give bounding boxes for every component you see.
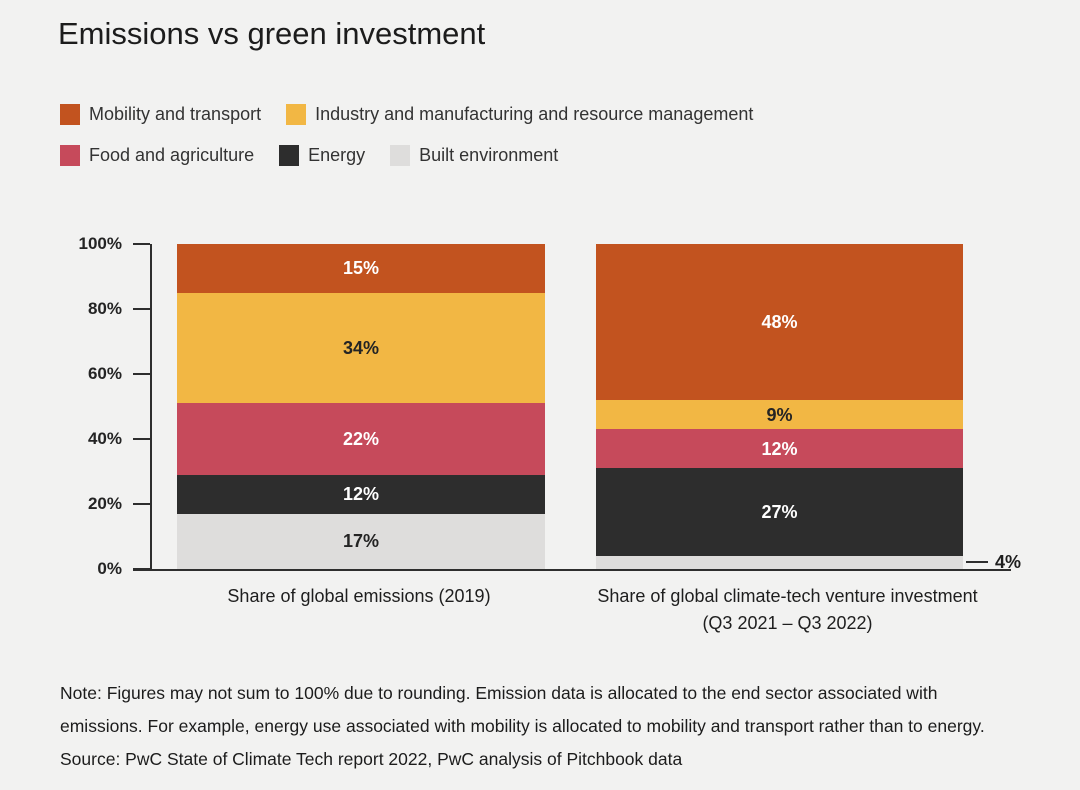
- legend-label-mobility-and-transport: Mobility and transport: [89, 104, 262, 124]
- footnote-line-2: emissions. For example, energy use assoc…: [60, 716, 985, 736]
- footnote: Note: Figures may not sum to 100% due to…: [60, 677, 1020, 776]
- legend-row-2: Food and agriculture Energy Built environm…: [60, 145, 1080, 166]
- legend-item-mobility-and-transport: Mobility and transport: [60, 104, 261, 125]
- segment-food-and-agriculture-bar-2: 12%: [596, 429, 963, 469]
- legend-item-energy: Energy: [279, 145, 365, 166]
- legend-label-built-environment: Built environment: [419, 145, 559, 165]
- legend-row-1: Mobility and transport Industry and manuf…: [60, 104, 1080, 125]
- segment-energy-bar-1: 12%: [177, 474, 545, 514]
- segment-value-industry-and-manufacturing-and-resource-management-bar-2: 9%: [766, 404, 793, 425]
- segment-value-industry-and-manufacturing-and-resource-management-bar-1: 34%: [342, 338, 380, 358]
- segment-value-built-environment-bar-1: 17%: [342, 531, 380, 552]
- callout-value-label: 4%: [995, 551, 1022, 572]
- page-title: Emissions vs green investment: [58, 16, 486, 51]
- segment-mobility-and-transport-bar-2: 48%: [596, 244, 963, 400]
- category-label-emissions: Share of global emissions (2019): [227, 586, 491, 606]
- stacked-bar-chart: 0% 20% 40% 60% 80% 100% 15% 34% 22% 12% 17% 48% 9% 1…: [60, 234, 1080, 578]
- y-tick-mark-20: [133, 503, 150, 505]
- legend-item-industry-and-manufacturing-and-resource-management: Industry and manufacturing and resource …: [286, 104, 753, 125]
- y-tick-mark-100: [133, 243, 150, 245]
- segment-mobility-and-transport-bar-1: 15%: [177, 244, 545, 293]
- legend-swatch-food-and-agriculture: [60, 145, 80, 166]
- y-tick-label-40: 40%: [87, 429, 122, 448]
- legend-label-energy: Energy: [308, 145, 366, 165]
- y-tick-mark-40: [133, 438, 150, 440]
- y-tick-label-60: 60%: [87, 364, 122, 383]
- x-axis-labels: Share of global emissions (2019) Share o…: [60, 583, 1080, 645]
- legend-swatch-industry-and-manufacturing-and-resource-management: [286, 104, 307, 125]
- plot-area: 15% 34% 22% 12% 17% 48% 9% 12% 27% 4%: [133, 243, 1021, 572]
- callout-leader-line: [966, 561, 988, 563]
- segment-built-environment-bar-1: 17%: [177, 513, 545, 569]
- legend-swatch-built-environment: [390, 145, 411, 166]
- chart-legend: Mobility and transport Industry and manuf…: [60, 104, 1080, 166]
- segment-value-energy-bar-1: 12%: [342, 484, 380, 505]
- y-axis-labels: 0% 20% 40% 60% 80% 100%: [60, 234, 150, 578]
- category-label-investment: Share of global climate-tech venture inv…: [597, 586, 978, 633]
- y-tick-label-0: 0%: [97, 559, 122, 578]
- segment-energy-bar-2: 27%: [596, 468, 963, 556]
- y-tick-mark-80: [133, 308, 150, 310]
- y-tick-label-100: 100%: [78, 234, 122, 253]
- segment-industry-and-manufacturing-and-resource-management-bar-1: 34%: [177, 292, 545, 404]
- legend-label-food-and-agriculture: Food and agriculture: [89, 145, 255, 165]
- y-tick-label-20: 20%: [87, 494, 122, 513]
- footnote-line-1: Note: Figures may not sum to 100% due to…: [60, 683, 938, 703]
- y-tick-label-80: 80%: [87, 299, 122, 318]
- callout-built-environment: 4%: [966, 552, 1021, 572]
- legend-swatch-mobility-and-transport: [60, 104, 80, 125]
- segment-food-and-agriculture-bar-1: 22%: [177, 403, 545, 475]
- segment-industry-and-manufacturing-and-resource-management-bar-2: 9%: [596, 400, 963, 430]
- x-axis-line: [133, 569, 1011, 571]
- segment-built-environment-bar-2: [596, 556, 963, 569]
- y-tick-mark-60: [133, 373, 150, 375]
- footnote-line-3: Source: PwC State of Climate Tech report…: [60, 749, 683, 769]
- legend-label-industry-and-manufacturing-and-resource-management: Industry and manufacturing and resource …: [315, 104, 754, 124]
- segment-value-mobility-and-transport-bar-2: 48%: [761, 312, 798, 332]
- legend-item-built-environment: Built environment: [390, 145, 558, 166]
- stacked-bar-1: 15% 34% 22% 12% 17%: [177, 244, 545, 569]
- segment-value-mobility-and-transport-bar-1: 15%: [342, 258, 380, 279]
- segment-value-food-and-agriculture-bar-2: 12%: [761, 438, 798, 459]
- legend-item-food-and-agriculture: Food and agriculture: [60, 145, 254, 166]
- segment-value-food-and-agriculture-bar-1: 22%: [342, 429, 380, 449]
- segment-value-energy-bar-2: 27%: [761, 502, 798, 523]
- stacked-bar-2: 48% 9% 12% 27%: [596, 244, 963, 569]
- legend-swatch-energy: [279, 145, 300, 166]
